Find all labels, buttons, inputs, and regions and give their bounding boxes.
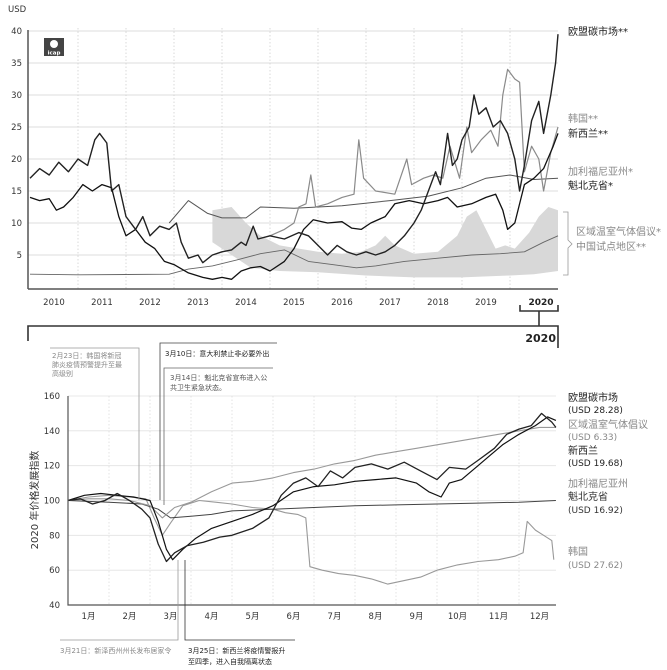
x-tick-label: 7月	[328, 612, 342, 622]
legend-korea: 韩国	[568, 545, 588, 558]
x-tick-label: 8月	[369, 612, 383, 622]
x-tick-label: 2017	[379, 298, 401, 308]
y-tick-label: 60	[49, 566, 60, 576]
legend-nz-value: (USD 19.68)	[568, 459, 623, 469]
legend-rggi: 区域温室气体倡议*	[576, 225, 661, 238]
top-chart: USD 5 10 15 20 25 30 35 40 2010 2011 2012 2013 2014…	[8, 5, 661, 348]
top-x-tick-highlight: 2020	[528, 298, 553, 308]
legend-eu: 欧盟碳市场	[568, 391, 618, 404]
annotation-feb23: 2月23日：韩国将新冠肺炎疫情预警提升至最高级别	[52, 351, 122, 378]
legend-caqc-value: (USD 16.92)	[568, 506, 623, 516]
bottom-grid	[68, 395, 556, 605]
year-2020-bracket	[27, 305, 559, 348]
y-tick-label: 80	[49, 531, 60, 541]
y-tick-label: 160	[44, 392, 60, 402]
y-tick-label: 5	[17, 251, 22, 261]
legend-california: 加利福尼亚州*	[568, 165, 633, 178]
y-tick-label: 25	[11, 123, 22, 133]
x-tick-label: 2010	[43, 298, 65, 308]
x-tick-label: 10月	[448, 612, 467, 622]
legend-eu-value: (USD 28.28)	[568, 406, 623, 416]
x-tick-label: 11月	[489, 612, 508, 622]
y-tick-label: 15	[11, 187, 22, 197]
bottom-axes	[67, 396, 556, 606]
top-y-unit: USD	[8, 5, 27, 15]
x-tick-label: 1月	[82, 612, 96, 622]
y-tick-label: 10	[11, 219, 22, 229]
x-tick-label: 2012	[139, 298, 161, 308]
y-tick-label: 40	[11, 27, 22, 37]
legend-rggi-value: (USD 6.33)	[568, 433, 617, 443]
legend-quebec: 魁北克省	[568, 490, 608, 503]
series-line-nz	[29, 133, 559, 280]
series-line-rggi	[67, 426, 556, 519]
bottom-series-lines	[67, 412, 557, 585]
y-tick-label: 20	[11, 155, 22, 165]
bottom-chart: 40 60 80 100 120 140 160 1月 2月 3月 4月 5月 6月 7月 8月 9月 10月…	[28, 342, 648, 666]
y-tick-label: 100	[44, 497, 60, 507]
legend-china: 中国试点地区**	[576, 240, 646, 253]
annotation-leader-feb23	[50, 347, 140, 500]
china-pilot-band	[212, 207, 558, 278]
x-tick-label: 2011	[91, 298, 113, 308]
x-tick-label: 5月	[246, 612, 260, 622]
series-line-caqc	[168, 174, 559, 224]
x-tick-label: 2014	[235, 298, 257, 308]
icap-logo: icap	[44, 38, 64, 57]
annotation-leader-mar14	[163, 367, 273, 505]
x-tick-label: 2015	[283, 298, 305, 308]
series-line-nz	[67, 416, 557, 561]
x-tick-label: 2018	[427, 298, 449, 308]
y-tick-label: 35	[11, 59, 22, 69]
bottom-y-label: 2020 年价格发展指数	[28, 451, 41, 550]
annotation-mar10: 3月10日：意大利禁止非必要外出	[165, 349, 269, 358]
legend-eu: 欧盟碳市场**	[568, 25, 628, 38]
x-tick-label: 6月	[287, 612, 301, 622]
y-tick-label: 140	[44, 427, 60, 437]
top-legend: 欧盟碳市场** 韩国** 新西兰** 加利福尼亚州* 魁北克省* 区域温室气体倡…	[563, 25, 661, 276]
annotations: 2月23日：韩国将新冠肺炎疫情预警提升至最高级别 3月10日：意大利禁止非必要外…	[50, 342, 295, 666]
x-tick-label: 9月	[410, 612, 424, 622]
legend-quebec: 魁北克省*	[568, 179, 613, 192]
series-line-rggi	[29, 235, 559, 276]
svg-text:icap: icap	[48, 51, 61, 57]
series-line-eu	[67, 412, 557, 563]
legend-korea-value: (USD 27.62)	[568, 561, 623, 571]
y-tick-label: 30	[11, 91, 22, 101]
series-line-eu	[29, 34, 559, 264]
x-tick-label: 12月	[530, 612, 549, 622]
annotation-mar14: 3月14日：魁北克省宣布进入公共卫生紧急状态。	[170, 373, 267, 392]
annotation-mar25: 3月25日：新西兰将疫情警报升至四季，进入自我隔离状态	[188, 646, 285, 666]
x-tick-label: 2019	[475, 298, 497, 308]
bottom-legend: 欧盟碳市场 (USD 28.28) 区域温室气体倡议 (USD 6.33) 新西…	[568, 391, 648, 571]
annotation-leader-mar25	[184, 560, 295, 641]
legend-nz: 新西兰**	[568, 127, 608, 140]
bottom-chart-title: 2020	[525, 332, 556, 345]
annotation-leader-mar10	[159, 342, 277, 500]
x-tick-label: 3月	[164, 612, 178, 622]
series-line-caqc	[67, 500, 556, 519]
y-tick-label: 120	[44, 462, 60, 472]
x-tick-label: 2016	[331, 298, 353, 308]
annotation-leader-mar21	[60, 560, 179, 641]
x-tick-label: 2013	[187, 298, 209, 308]
bottom-x-ticks: 1月 2月 3月 4月 5月 6月 7月 8月 9月 10月 11月 12月	[82, 612, 550, 622]
annotation-mar21: 3月21日：新泽西州州长发布居家令	[60, 646, 171, 655]
bottom-y-ticks: 40 60 80 100 120 140 160	[44, 392, 60, 611]
legend-nz: 新西兰	[568, 444, 598, 457]
legend-rggi: 区域温室气体倡议	[568, 418, 648, 431]
top-x-ticks: 2010 2011 2012 2013 2014 2015 2016 2017 2018 2019	[43, 298, 497, 308]
top-y-ticks: 5 10 15 20 25 30 35 40	[11, 27, 22, 261]
top-series-lines	[29, 34, 559, 280]
x-tick-label: 2月	[123, 612, 137, 622]
x-tick-label: 4月	[205, 612, 219, 622]
y-tick-label: 40	[49, 601, 60, 611]
legend-bracket	[563, 211, 573, 276]
legend-california: 加利福尼亚州	[568, 477, 628, 490]
legend-korea: 韩国**	[568, 112, 598, 125]
icap-logo-icon	[50, 40, 58, 48]
